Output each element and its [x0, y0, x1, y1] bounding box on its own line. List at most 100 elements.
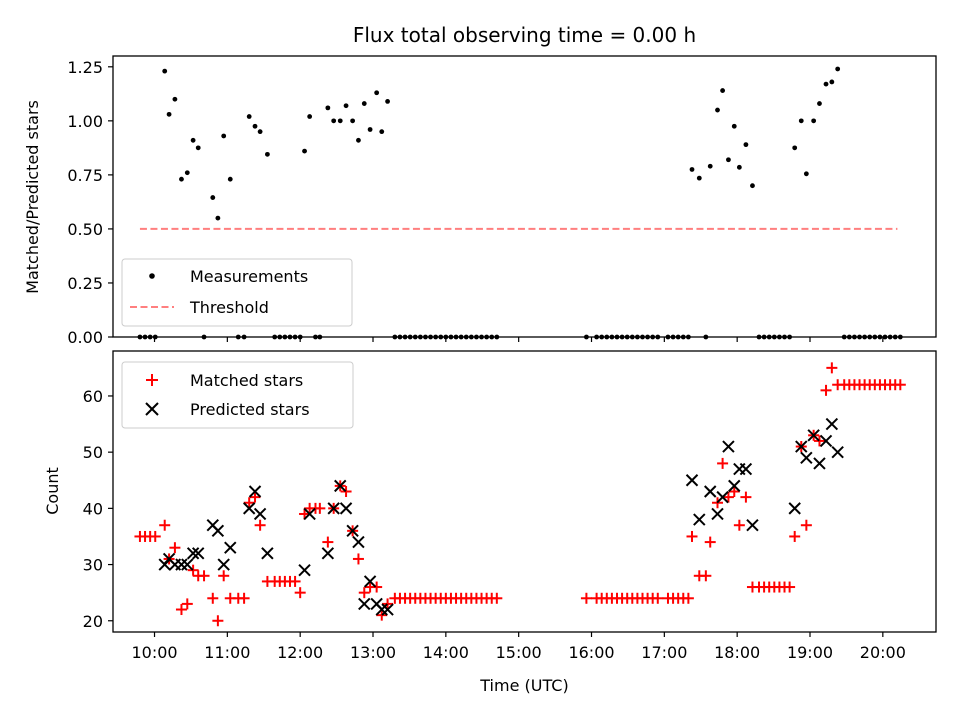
ratio-y-tick-label: 1.25 — [67, 58, 103, 77]
ratio-x-ticks — [153, 337, 884, 342]
measurement-point — [696, 175, 702, 181]
matched-star-point — [218, 570, 230, 582]
x-tick-label: 20:00 — [860, 643, 906, 662]
count-y-tick-label: 40 — [83, 499, 103, 518]
matched-star-point — [322, 536, 334, 548]
predicted-star-point — [248, 485, 262, 498]
ratio-legend-box — [121, 258, 353, 327]
measurement-point — [343, 103, 349, 109]
matched-star-point — [243, 497, 255, 509]
measurement-point — [731, 123, 737, 129]
predicted-star-point — [800, 451, 813, 464]
measurement-point — [162, 68, 168, 74]
matched-star-point — [149, 530, 161, 542]
matched-star-point — [314, 502, 326, 514]
predicted-star-point — [375, 603, 388, 616]
matched-star-point — [722, 491, 734, 503]
predicted-star-point — [186, 547, 200, 560]
matched-star-point — [207, 592, 219, 604]
x-tick-label: 13:00 — [350, 643, 396, 662]
matched-star-point — [491, 592, 503, 604]
predicted-star-point — [363, 575, 377, 588]
predicted-star-point — [813, 457, 826, 470]
predicted-star-point — [346, 524, 359, 538]
predicted-star-point — [704, 485, 717, 498]
count-x-ticks: 10:00 11:00 12:00 13:00 14:00 15:00 16:00 17:00… — [131, 632, 906, 662]
matched-star-point — [728, 486, 740, 497]
predicted-star-point — [381, 603, 394, 616]
measurement-point — [385, 98, 390, 104]
x-tick-label: 12:00 — [277, 643, 323, 662]
measurement-point — [350, 118, 356, 124]
legend-measurements-marker — [149, 273, 155, 279]
x-tick-label: 11:00 — [204, 643, 250, 662]
measurement-point — [307, 114, 313, 119]
measurement-point — [325, 105, 331, 111]
measurement-point — [817, 101, 822, 106]
count-points — [134, 362, 906, 627]
predicted-star-point — [795, 440, 808, 453]
measurement-point — [736, 164, 742, 170]
measurement-point — [750, 183, 755, 189]
ratio-y-tick-label: 0.25 — [67, 274, 103, 293]
measurement-point — [835, 66, 841, 72]
measurement-point — [720, 88, 726, 93]
count-y-tick-label: 50 — [83, 443, 103, 462]
measurement-point — [210, 195, 216, 200]
matched-star-point — [294, 587, 306, 599]
x-tick-label: 15:00 — [496, 643, 542, 662]
matched-star-point — [187, 564, 199, 576]
measurement-point — [195, 145, 201, 151]
matched-star-point — [820, 384, 832, 396]
x-tick-label: 18:00 — [714, 643, 760, 662]
predicted-star-point — [327, 502, 340, 515]
matched-star-point — [740, 491, 752, 503]
predicted-star-point — [224, 541, 237, 554]
matched-star-point — [371, 581, 383, 593]
matched-star-point — [159, 519, 171, 531]
matched-star-point — [382, 598, 394, 610]
measurement-point — [374, 90, 380, 96]
measurement-point — [179, 176, 184, 182]
count-y-tick-label: 60 — [83, 387, 103, 406]
predicted-star-point — [298, 563, 311, 577]
matched-star-point — [700, 570, 712, 582]
legend-measurements-label: Measurements — [190, 267, 308, 286]
matched-star-point — [238, 592, 250, 604]
predicted-star-point — [693, 513, 706, 526]
predicted-star-point — [788, 502, 801, 515]
ratio-plot: 0.00 0.25 0.50 0.75 1.00 1.25 Matched/Predict… — [23, 55, 937, 347]
count-legend: Matched stars Predicted stars — [121, 361, 354, 429]
matched-star-point — [789, 530, 801, 542]
predicted-star-point — [739, 462, 753, 476]
count-y-tick-label: 20 — [83, 612, 103, 631]
ratio-y-tick-label: 0.00 — [67, 328, 103, 347]
legend-threshold-label: Threshold — [189, 298, 269, 317]
count-plot: 20 30 40 50 60 10:00 11:00 12:00 13:00 14:00 15:0… — [43, 350, 937, 695]
predicted-star-point — [711, 507, 724, 521]
ratio-y-tick-label: 0.75 — [67, 166, 103, 185]
matched-star-point — [580, 592, 592, 604]
measurement-point — [331, 118, 337, 124]
measurement-point — [227, 176, 233, 182]
predicted-star-point — [819, 434, 833, 448]
predicted-star-point — [303, 507, 316, 521]
predicted-star-point — [807, 429, 820, 442]
measurement-point — [689, 167, 695, 172]
matched-star-point — [299, 508, 311, 520]
matched-star-point — [254, 519, 266, 531]
predicted-star-point — [825, 417, 839, 431]
legend-predicted-marker — [145, 402, 159, 416]
measurement-point — [829, 79, 835, 85]
measurement-point — [265, 151, 270, 157]
measurement-point — [184, 170, 190, 176]
measurement-point — [792, 145, 798, 151]
x-tick-label: 19:00 — [787, 643, 833, 662]
ratio-plot-frame — [112, 55, 937, 338]
count-y-ticks: 20 30 40 50 60 — [83, 387, 113, 631]
measurement-point — [367, 127, 373, 132]
measurement-point — [221, 133, 227, 139]
matched-star-point — [352, 553, 364, 565]
predicted-star-point — [181, 558, 194, 571]
